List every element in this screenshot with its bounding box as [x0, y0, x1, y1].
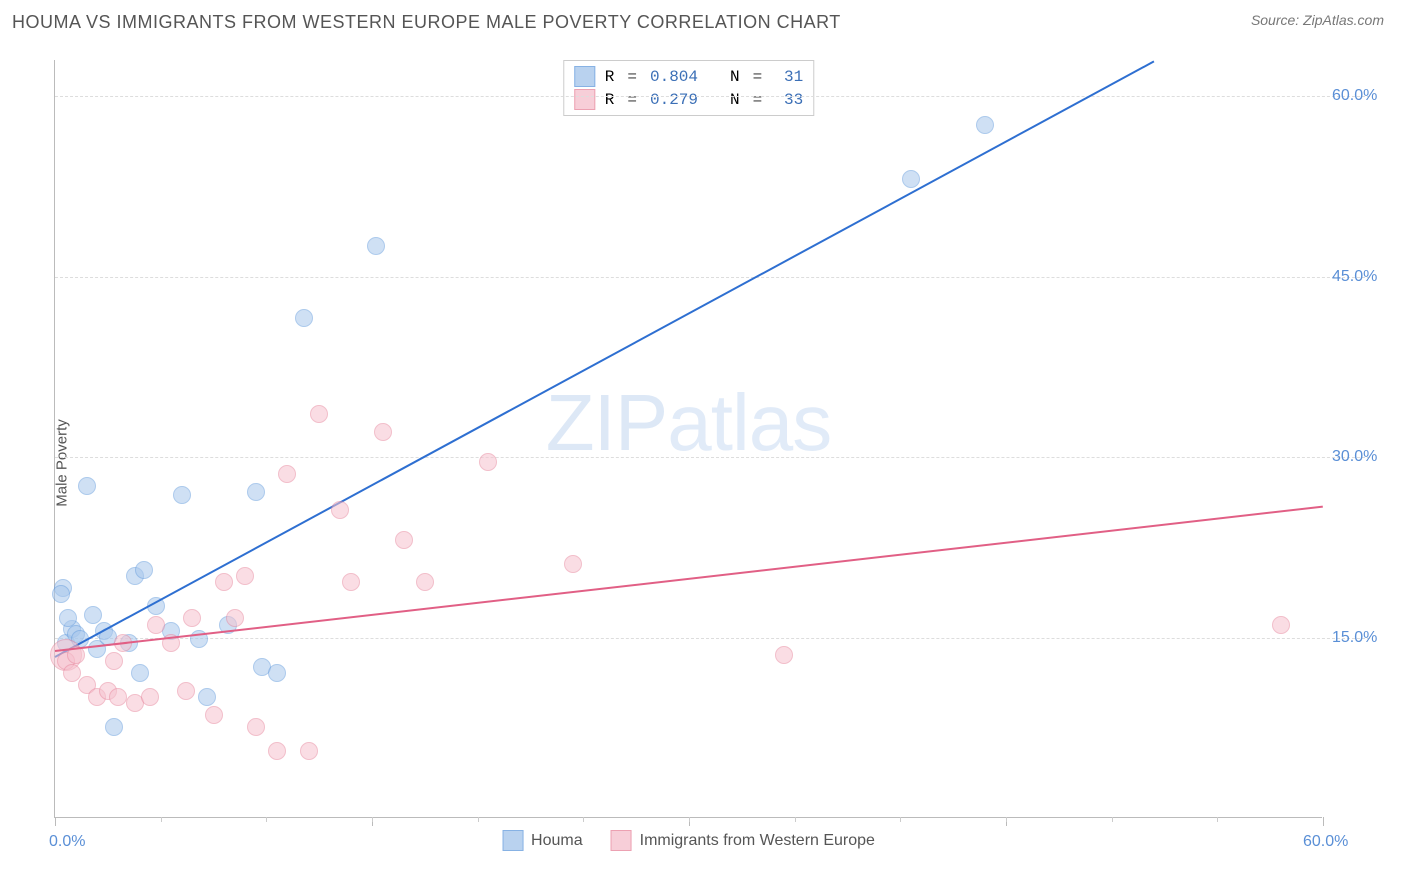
x-tick-minor — [1112, 817, 1113, 822]
gridline-h — [55, 638, 1370, 639]
x-tick-minor — [689, 817, 690, 822]
scatter-point — [105, 718, 123, 736]
x-tick-minor — [478, 817, 479, 822]
gridline-h — [55, 96, 1370, 97]
scatter-point — [84, 606, 102, 624]
scatter-point — [374, 423, 392, 441]
scatter-point — [775, 646, 793, 664]
source-name: ZipAtlas.com — [1303, 12, 1384, 28]
x-tick-minor — [795, 817, 796, 822]
scatter-point — [367, 237, 385, 255]
legend-r-value: 0.279 — [650, 91, 698, 109]
scatter-point — [479, 453, 497, 471]
legend-swatch — [574, 66, 595, 87]
legend-r-label: R — [605, 68, 615, 86]
scatter-point — [564, 555, 582, 573]
legend-n-label: N — [730, 91, 740, 109]
legend-r-label: R — [605, 91, 615, 109]
legend-item: Houma — [502, 830, 583, 851]
scatter-point — [215, 573, 233, 591]
x-tick-minor — [1006, 817, 1007, 822]
legend-row: R = 0.279 N = 33 — [574, 88, 803, 111]
scatter-point — [295, 309, 313, 327]
legend-row: R = 0.804 N = 31 — [574, 65, 803, 88]
scatter-point — [268, 664, 286, 682]
legend-item: Immigrants from Western Europe — [611, 830, 875, 851]
correlation-legend: R = 0.804 N = 31 R = 0.279 N = 33 — [563, 60, 814, 116]
legend-eq: = — [753, 91, 763, 109]
scatter-point — [105, 652, 123, 670]
scatter-point — [268, 742, 286, 760]
x-tick-minor — [266, 817, 267, 822]
x-tick-minor — [583, 817, 584, 822]
chart-title: HOUMA VS IMMIGRANTS FROM WESTERN EUROPE … — [12, 12, 841, 33]
legend-swatch — [502, 830, 523, 851]
legend-swatch — [574, 89, 595, 110]
scatter-point — [395, 531, 413, 549]
legend-n-value: 31 — [775, 68, 803, 86]
scatter-point — [342, 573, 360, 591]
scatter-point — [141, 688, 159, 706]
x-tick-label: 60.0% — [1303, 833, 1348, 851]
legend-series-label: Immigrants from Western Europe — [640, 832, 875, 850]
y-tick-label: 60.0% — [1332, 87, 1392, 105]
legend-n-label: N — [730, 68, 740, 86]
scatter-point — [183, 609, 201, 627]
scatter-point — [247, 718, 265, 736]
series-legend: Houma Immigrants from Western Europe — [502, 830, 875, 851]
scatter-point — [205, 706, 223, 724]
scatter-point — [147, 616, 165, 634]
x-tick-minor — [372, 817, 373, 822]
scatter-point — [173, 486, 191, 504]
y-tick-label: 30.0% — [1332, 448, 1392, 466]
source-attribution: Source: ZipAtlas.com — [1251, 12, 1384, 28]
y-tick-label: 45.0% — [1332, 268, 1392, 286]
scatter-point — [416, 573, 434, 591]
legend-eq: = — [627, 91, 637, 109]
scatter-point — [278, 465, 296, 483]
x-tick-minor — [1217, 817, 1218, 822]
scatter-point — [300, 742, 318, 760]
source-prefix: Source: — [1251, 12, 1303, 28]
scatter-point — [236, 567, 254, 585]
legend-eq: = — [627, 68, 637, 86]
y-tick-label: 15.0% — [1332, 629, 1392, 647]
chart-container: Male Poverty ZIPatlas R=0.804N=31R=0.279… — [12, 48, 1394, 878]
scatter-point — [247, 483, 265, 501]
scatter-point — [109, 688, 127, 706]
gridline-h — [55, 277, 1370, 278]
scatter-point — [902, 170, 920, 188]
scatter-point — [177, 682, 195, 700]
watermark-thin: atlas — [667, 378, 831, 467]
legend-series-label: Houma — [531, 832, 583, 850]
scatter-point — [976, 116, 994, 134]
scatter-point — [310, 405, 328, 423]
x-tick-minor — [161, 817, 162, 822]
scatter-point — [135, 561, 153, 579]
trend-line — [54, 60, 1154, 657]
scatter-point — [331, 501, 349, 519]
x-tick-minor — [900, 817, 901, 822]
scatter-point — [59, 609, 77, 627]
scatter-point — [131, 664, 149, 682]
plot-area: ZIPatlas R=0.804N=31R=0.279N=33 HoumaImm… — [54, 60, 1322, 818]
x-tick-major — [55, 817, 56, 826]
scatter-point — [226, 609, 244, 627]
scatter-point — [198, 688, 216, 706]
scatter-point — [78, 477, 96, 495]
x-tick-major — [1323, 817, 1324, 826]
scatter-point — [1272, 616, 1290, 634]
watermark: ZIPatlas — [546, 377, 831, 469]
x-tick-label: 0.0% — [49, 833, 85, 851]
gridline-h — [55, 457, 1370, 458]
legend-n-value: 33 — [775, 91, 803, 109]
legend-r-value: 0.804 — [650, 68, 698, 86]
legend-eq: = — [753, 68, 763, 86]
legend-swatch — [611, 830, 632, 851]
watermark-bold: ZIP — [546, 378, 667, 467]
scatter-point — [52, 585, 70, 603]
